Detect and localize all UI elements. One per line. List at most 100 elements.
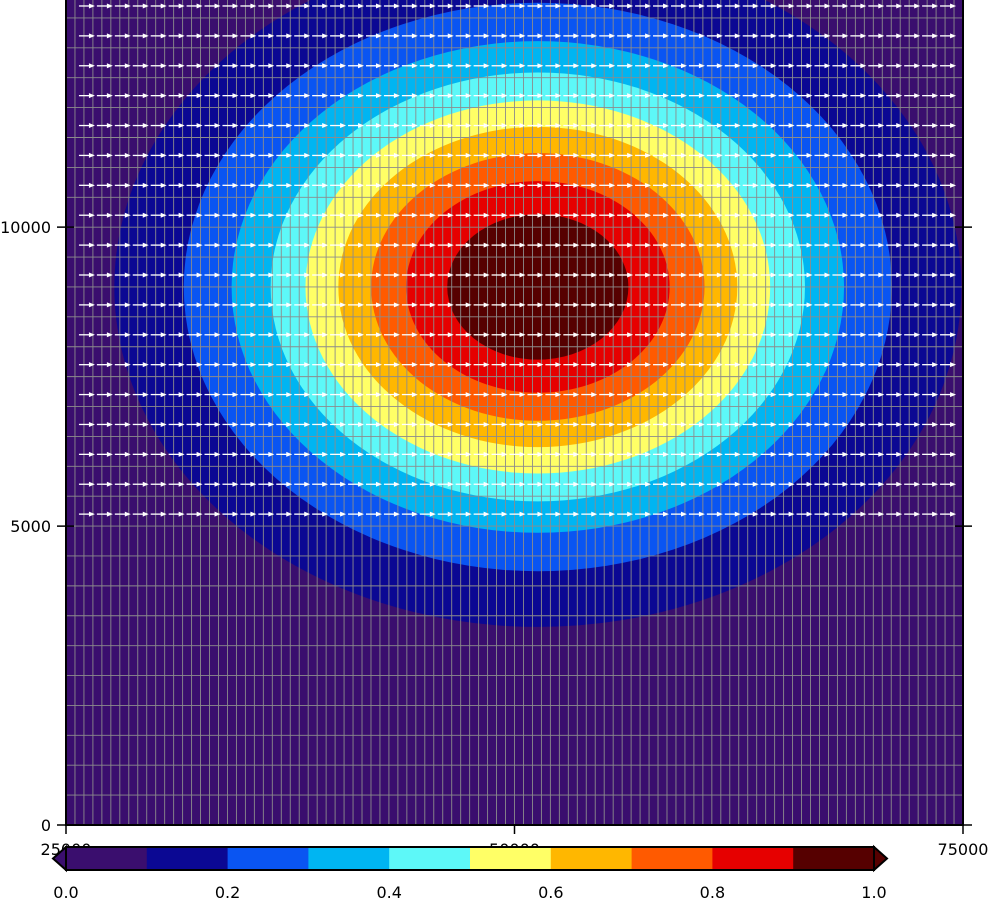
vector-arrow	[581, 93, 598, 99]
vector-arrow	[509, 3, 526, 9]
vector-arrow	[778, 33, 795, 39]
vector-arrow	[778, 392, 795, 398]
vector-arrow	[419, 511, 436, 517]
vector-arrow	[186, 242, 203, 248]
vector-arrow	[240, 242, 257, 248]
vector-arrow	[617, 332, 634, 338]
vector-arrow	[132, 302, 149, 308]
vector-arrow	[635, 123, 652, 129]
vector-arrow	[186, 93, 203, 99]
vector-arrow	[724, 182, 741, 188]
vector-arrow	[509, 212, 526, 218]
vector-arrow	[96, 242, 113, 248]
vector-arrow	[419, 272, 436, 278]
vector-arrow	[742, 421, 759, 427]
vector-arrow	[940, 362, 957, 368]
vector-arrow	[760, 212, 777, 218]
vector-arrow	[150, 123, 167, 129]
vector-arrow	[258, 332, 275, 338]
vector-arrow	[240, 63, 257, 69]
vector-arrow	[724, 242, 741, 248]
vector-arrow	[832, 451, 849, 457]
vector-arrow	[688, 123, 705, 129]
vector-arrow	[724, 392, 741, 398]
vector-arrow	[760, 63, 777, 69]
vector-arrow	[96, 182, 113, 188]
vector-arrow	[276, 451, 293, 457]
vector-arrow	[653, 63, 670, 69]
vector-arrow	[599, 511, 616, 517]
vector-arrow	[814, 272, 831, 278]
vector-arrow	[796, 3, 813, 9]
vector-arrow	[617, 511, 634, 517]
vector-arrow	[617, 421, 634, 427]
vector-arrow	[114, 362, 131, 368]
vector-arrow	[653, 242, 670, 248]
vector-arrow	[814, 451, 831, 457]
vector-arrow	[742, 3, 759, 9]
vector-arrow	[742, 182, 759, 188]
vector-arrow	[150, 63, 167, 69]
vector-arrow	[653, 302, 670, 308]
vector-arrow	[688, 3, 705, 9]
vector-arrow	[240, 272, 257, 278]
vector-arrow	[294, 212, 311, 218]
vector-arrow	[312, 3, 329, 9]
vector-arrow	[401, 63, 418, 69]
vector-arrow	[365, 3, 382, 9]
vector-arrow	[563, 182, 580, 188]
vector-arrow	[312, 272, 329, 278]
colorbar-swatch	[550, 847, 633, 870]
vector-arrow	[940, 33, 957, 39]
vector-arrow	[168, 93, 185, 99]
vector-arrow	[455, 93, 472, 99]
vector-arrow	[150, 152, 167, 158]
vector-arrow	[688, 481, 705, 487]
vector-arrow	[401, 332, 418, 338]
vector-arrow	[186, 63, 203, 69]
vector-arrow	[527, 212, 544, 218]
vector-arrow	[473, 152, 490, 158]
vector-arrow	[312, 123, 329, 129]
vector-arrow	[401, 451, 418, 457]
vector-arrow	[330, 33, 347, 39]
vector-arrow	[258, 362, 275, 368]
vector-arrow	[204, 33, 221, 39]
vector-arrow	[599, 302, 616, 308]
vector-arrow	[760, 33, 777, 39]
vector-arrow	[204, 93, 221, 99]
vector-arrow	[491, 302, 508, 308]
vector-arrow	[904, 392, 921, 398]
vector-arrow	[312, 182, 329, 188]
vector-arrow	[545, 242, 562, 248]
vector-arrow	[778, 511, 795, 517]
vector-arrow	[599, 152, 616, 158]
vector-arrow	[563, 242, 580, 248]
vector-arrow	[635, 152, 652, 158]
vector-arrow	[742, 63, 759, 69]
vector-arrow	[922, 93, 939, 99]
vector-arrow	[545, 152, 562, 158]
vector-arrow	[509, 63, 526, 69]
vector-arrow	[724, 123, 741, 129]
vector-arrow	[365, 332, 382, 338]
vector-arrow	[563, 152, 580, 158]
vector-arrow	[383, 33, 400, 39]
vector-arrow	[581, 123, 598, 129]
vector-arrow	[563, 421, 580, 427]
vector-arrow	[868, 123, 885, 129]
vector-arrow	[330, 511, 347, 517]
vector-arrow	[635, 93, 652, 99]
vector-arrow	[688, 152, 705, 158]
vector-arrow	[742, 451, 759, 457]
vector-arrow	[455, 242, 472, 248]
vector-arrow	[96, 362, 113, 368]
vector-arrow	[491, 392, 508, 398]
vector-arrow	[599, 362, 616, 368]
vector-arrow	[150, 392, 167, 398]
vector-arrow	[401, 182, 418, 188]
vector-arrow	[473, 242, 490, 248]
vector-arrow	[419, 421, 436, 427]
vector-arrow	[545, 63, 562, 69]
vector-arrow	[276, 362, 293, 368]
